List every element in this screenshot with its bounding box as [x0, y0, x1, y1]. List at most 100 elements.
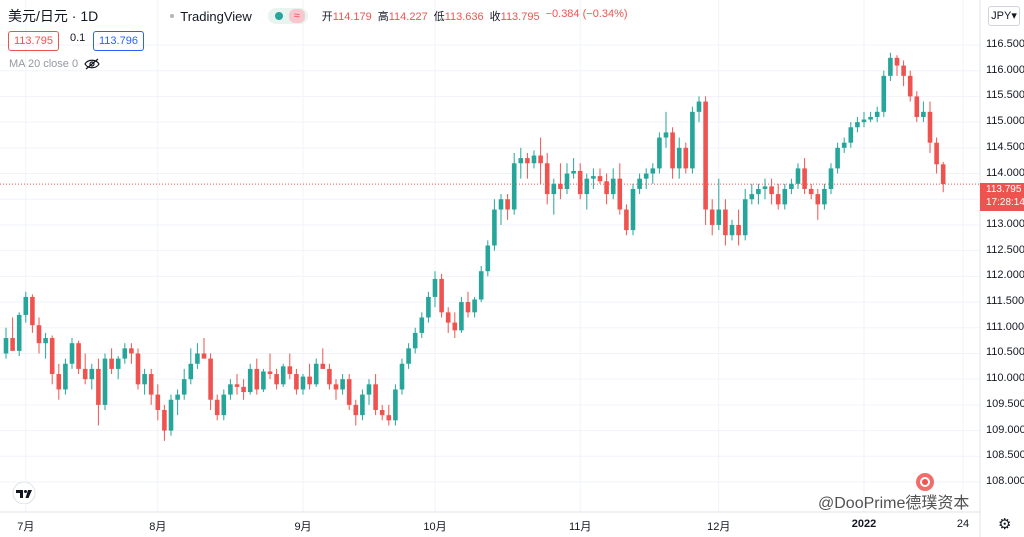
candle [868, 111, 873, 123]
candle [188, 348, 194, 385]
candle [663, 111, 669, 148]
time-tick-label: 24 [956, 518, 970, 530]
candle [525, 152, 530, 179]
buy-price-button[interactable]: 113.796 [93, 31, 144, 51]
candle [63, 358, 68, 395]
indicator-legend[interactable]: MA 20 close 0 [9, 58, 100, 70]
candle-body [63, 363, 68, 390]
market-status[interactable]: ≈ [267, 8, 308, 24]
symbol-title[interactable]: 美元/日元 · 1D [8, 8, 99, 24]
candle [445, 307, 451, 333]
candle-body [261, 371, 266, 390]
candle [327, 363, 332, 390]
candle-body [822, 188, 827, 205]
candle-body [478, 271, 484, 300]
candle-body [775, 194, 781, 205]
candle [201, 338, 207, 359]
time-tick-label: 10月 [423, 521, 447, 533]
candle [703, 96, 708, 225]
candle-body [155, 394, 161, 411]
candle-body [445, 312, 451, 323]
candle [894, 55, 900, 76]
candle-body [360, 394, 365, 416]
candle [729, 219, 735, 241]
candle-body [208, 358, 213, 400]
last-price-value: 113.795 [986, 184, 1022, 195]
candle-body [531, 155, 537, 164]
candle [353, 399, 359, 426]
candle [76, 340, 81, 375]
candle-body [69, 343, 75, 364]
candle [287, 353, 293, 380]
candle-body [195, 353, 200, 364]
candle [43, 332, 48, 359]
candle [683, 142, 689, 174]
candle-body [267, 371, 273, 375]
candle-body [366, 384, 372, 395]
last-price-label: 113.795 17:28:14 [980, 183, 1024, 211]
candle-body [901, 65, 906, 76]
candle-body [307, 376, 312, 385]
candle [888, 52, 893, 81]
candle-body [168, 399, 174, 431]
candle [874, 106, 880, 123]
candle [234, 374, 240, 395]
candle [221, 389, 227, 421]
candle-body [676, 147, 682, 169]
candle-body [802, 168, 807, 189]
candle [808, 183, 814, 200]
candle [789, 178, 794, 195]
time-tick-label: 7月 [17, 521, 35, 533]
candle-body [808, 188, 814, 195]
time-tick-label: 9月 [294, 521, 312, 533]
candle [617, 163, 623, 215]
price-tick-label: 114.000 [986, 166, 1024, 179]
candle-body [247, 368, 253, 393]
price-tick-label: 115.000 [986, 115, 1024, 128]
candle-body [89, 368, 95, 380]
candle [109, 348, 114, 375]
candle [782, 183, 788, 210]
candle-body [432, 278, 438, 297]
candle [129, 343, 134, 364]
candle [835, 142, 840, 174]
candle-body [511, 163, 517, 210]
watermark-logo-icon [916, 473, 934, 491]
time-tick-label: 12月 [707, 521, 731, 533]
eye-hidden-icon[interactable] [84, 58, 100, 70]
tradingview-logo-icon[interactable] [10, 482, 38, 504]
candle [855, 116, 860, 133]
candle [927, 101, 933, 153]
candle [254, 358, 260, 395]
candle-body [907, 75, 913, 97]
currency-button[interactable]: JPY▾ [988, 6, 1020, 26]
candle [597, 168, 603, 184]
candle [208, 353, 213, 411]
candle-body [544, 163, 550, 195]
candle-body [874, 111, 880, 117]
candle-body [795, 168, 801, 184]
candle [637, 173, 642, 195]
candle [181, 368, 187, 400]
close-value: 113.795 [500, 11, 540, 23]
candle [848, 122, 854, 148]
candle [16, 312, 22, 357]
candle [571, 158, 576, 179]
high-value: 114.227 [388, 11, 428, 23]
candle [294, 368, 299, 395]
candle [492, 199, 497, 251]
candle-body [241, 386, 246, 393]
candle [749, 183, 755, 205]
candle-body [762, 186, 768, 189]
candle [195, 343, 200, 369]
price-tick-label: 109.000 [986, 423, 1024, 436]
sell-price-button[interactable]: 113.795 [8, 31, 59, 51]
candle-body [716, 209, 722, 225]
candle-body [657, 137, 662, 169]
price-tick-label: 108.000 [986, 475, 1024, 487]
candle [907, 70, 913, 102]
candle [274, 368, 279, 390]
gear-icon[interactable]: ⚙ [998, 516, 1012, 533]
price-tick-label: 109.500 [986, 397, 1024, 410]
